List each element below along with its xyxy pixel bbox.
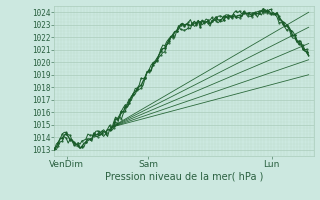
X-axis label: Pression niveau de la mer( hPa ): Pression niveau de la mer( hPa ) (105, 172, 263, 182)
